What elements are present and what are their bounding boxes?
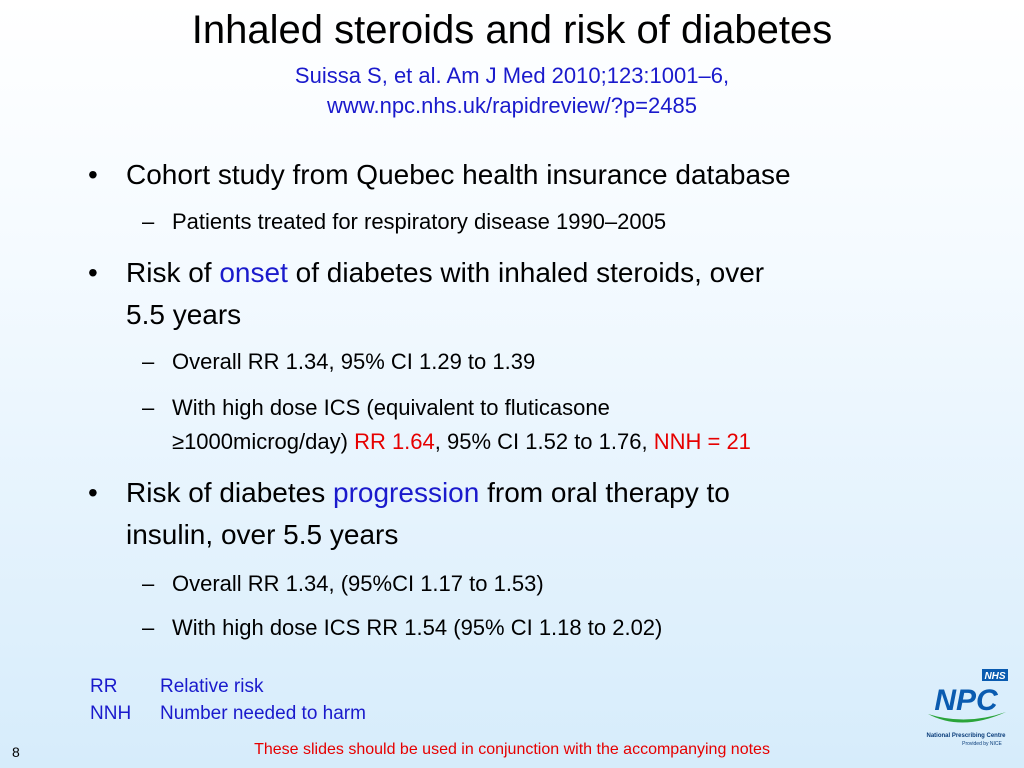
emphasis-onset: onset <box>219 257 288 288</box>
emphasis-progression: progression <box>333 477 480 508</box>
dash-icon: – <box>142 615 155 640</box>
highlight-nnh: NNH = 21 <box>653 429 751 454</box>
swoosh-icon <box>928 712 1006 723</box>
sub-bullet-text: Overall RR 1.34, (95%CI 1.17 to 1.53) <box>172 571 544 596</box>
footer-note: These slides should be used in conjuncti… <box>254 741 770 758</box>
npc-logo: NHS NPC National Prescribing Centre Prov… <box>926 669 1008 747</box>
sub-bullet-text: Overall RR 1.34, 95% CI 1.29 to 1.39 <box>172 349 536 374</box>
slide-number: 8 <box>12 744 20 760</box>
abbreviation-nnh: NNH Number needed to harm <box>90 701 366 727</box>
bullet-text: Risk of onset of diabetes with inhaled s… <box>126 254 936 292</box>
sub-bullet-text: With high dose ICS (equivalent to flutic… <box>172 395 610 420</box>
abbreviation-value: Number needed to harm <box>160 703 366 724</box>
logo-provider: Provided by NICE <box>962 741 1002 747</box>
dash-icon: – <box>142 349 155 374</box>
abbreviation-key: RR <box>90 676 118 697</box>
citation-line-2: www.npc.nhs.uk/rapidreview/?p=2485 <box>327 93 697 118</box>
bullet-icon: • <box>88 477 98 508</box>
sub-bullet-text-part: ≥1000microg/day) <box>172 429 355 454</box>
nhs-text: NHS <box>984 671 1005 682</box>
dash-icon: – <box>142 209 155 234</box>
dash-icon: – <box>142 395 155 420</box>
abbreviation-key: NNH <box>90 703 132 724</box>
bullet-text: Cohort study from Quebec health insuranc… <box>126 159 791 190</box>
sub-bullet-text: Patients treated for respiratory disease… <box>172 209 667 234</box>
sub-bullet-text: With high dose ICS RR 1.54 (95% CI 1.18 … <box>172 615 663 640</box>
bullet-text-part: from oral therapy to <box>479 477 730 508</box>
bullet-icon: • <box>88 257 98 288</box>
bullet-text: Risk of diabetes progression from oral t… <box>126 474 936 512</box>
logo-tagline: National Prescribing Centre <box>926 733 1006 739</box>
abbreviation-value: Relative risk <box>160 676 264 697</box>
nhs-badge <box>982 669 1008 681</box>
bullet-icon: • <box>88 159 98 190</box>
sub-bullet-text-part: , 95% CI 1.52 to 1.76, <box>434 429 654 454</box>
sub-bullet-text: ≥1000microg/day) RR 1.64, 95% CI 1.52 to… <box>172 426 942 458</box>
npc-text: NPC <box>934 684 999 717</box>
bullet-text-part: Risk of <box>126 257 220 288</box>
bullet-text: insulin, over 5.5 years <box>126 519 399 550</box>
bullet-text: 5.5 years <box>126 299 242 330</box>
dash-icon: – <box>142 571 155 596</box>
slide-title: Inhaled steroids and risk of diabetes <box>191 8 833 52</box>
highlight-rr: RR 1.64 <box>354 429 435 454</box>
bullet-text-part: Risk of diabetes <box>126 477 333 508</box>
abbreviation-rr: RR Relative risk <box>90 674 263 700</box>
bullet-text-part: of diabetes with inhaled steroids, over <box>287 257 765 288</box>
citation-line-1: Suissa S, et al. Am J Med 2010;123:1001–… <box>294 63 730 88</box>
